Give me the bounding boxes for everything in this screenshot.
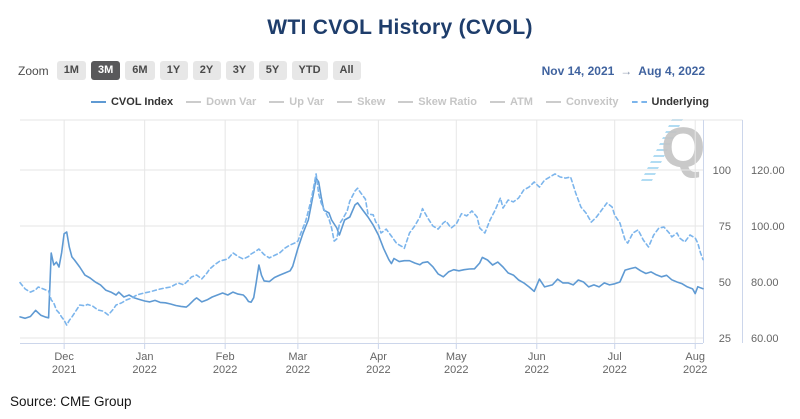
zoom-button-1y[interactable]: 1Y (159, 61, 188, 80)
x-tick-label-month: May (446, 351, 467, 363)
legend-marker-line-icon (489, 101, 505, 103)
zoom-label: Zoom (18, 63, 49, 78)
legend-label: Convexity (565, 96, 619, 108)
x-tick-label-year: 2022 (366, 364, 390, 376)
legend-item-convexity[interactable]: Convexity (545, 96, 619, 108)
legend-label: Skew (357, 96, 386, 108)
legend-marker-line-icon (398, 101, 414, 103)
x-tick-label-month: Mar (288, 351, 307, 363)
legend-marker-dashed-line-icon (631, 101, 647, 103)
legend-marker-line-icon (186, 101, 202, 103)
page-title: WTI CVOL History (CVOL) (267, 16, 533, 39)
x-tick-label-year: 2022 (525, 364, 549, 376)
date-to-input[interactable]: Aug 4, 2022 (638, 64, 705, 78)
legend-item-skew-ratio[interactable]: Skew Ratio (398, 96, 477, 108)
quikstrike-q-logo: Q (661, 116, 706, 180)
x-tick-label-month: Jun (528, 351, 546, 363)
zoom-button-6m[interactable]: 6M (125, 61, 155, 80)
quikstrike-watermark: Q (641, 116, 706, 184)
cvol-axis-tick-label: 75 (719, 221, 731, 233)
x-tick-label-month: Jan (136, 351, 154, 363)
zoom-buttons-group: 1M 3M 6M 1Y 2Y 3Y 5Y YTD All (56, 61, 361, 80)
cvol-index-line[interactable] (19, 177, 704, 320)
zoom-button-ytd[interactable]: YTD (291, 61, 328, 80)
date-range-arrow-icon: → (620, 64, 633, 78)
cvol-axis-tick-label: 50 (719, 277, 731, 289)
legend-label: Underlying (651, 96, 709, 108)
x-tick-label-month: Aug (685, 351, 705, 363)
x-tick-label-year: 2022 (213, 364, 237, 376)
cvol-axis-tick-label: 100 (713, 165, 731, 177)
x-tick-label-year: 2022 (132, 364, 156, 376)
zoom-button-all[interactable]: All (332, 61, 361, 80)
legend-label: ATM (509, 96, 533, 108)
legend-item-up-var[interactable]: Up Var (269, 96, 324, 108)
legend-item-atm[interactable]: ATM (489, 96, 533, 108)
x-tick-label-month: Feb (216, 351, 235, 363)
source-attribution: Source: CME Group (10, 394, 132, 409)
legend-label: CVOL Index (110, 96, 174, 108)
x-tick-label-year: 2022 (602, 364, 626, 376)
date-from-input[interactable]: Nov 14, 2021 (541, 64, 615, 78)
legend-item-down-var[interactable]: Down Var (186, 96, 256, 108)
x-tick-label-year: 2022 (286, 364, 310, 376)
legend-item-cvol-index[interactable]: CVOL Index (90, 96, 174, 108)
underlying-line[interactable] (19, 173, 704, 326)
x-tick-label-month: Dec (54, 351, 74, 363)
legend-item-skew[interactable]: Skew (337, 96, 385, 108)
legend-marker-line-icon (90, 101, 106, 103)
zoom-button-5y[interactable]: 5Y (258, 61, 287, 80)
range-selector-toolbar: Zoom 1M 3M 6M 1Y 2Y 3Y 5Y YTD All (18, 61, 361, 80)
x-tick-label-month: Jul (608, 351, 622, 363)
price-axis-tick-label: 120.00 (751, 165, 785, 177)
zoom-button-1m[interactable]: 1M (56, 61, 86, 80)
legend-label: Up Var (289, 96, 325, 108)
legend-label: Down Var (206, 96, 257, 108)
x-tick-label-year: 2022 (683, 364, 707, 376)
price-axis-tick-label: 80.00 (751, 277, 779, 289)
x-tick-label-month: Apr (370, 351, 387, 363)
x-tick-label-year: 2022 (444, 364, 468, 376)
legend-label: Skew Ratio (418, 96, 477, 108)
x-tick-label-year: 2021 (52, 364, 76, 376)
legend-marker-line-icon (337, 101, 353, 103)
zoom-button-3m[interactable]: 3M (90, 61, 121, 80)
legend-marker-line-icon (269, 101, 285, 103)
zoom-button-2y[interactable]: 2Y (192, 61, 221, 80)
price-axis-tick-label: 60.00 (751, 333, 779, 345)
zoom-button-3y[interactable]: 3Y (225, 61, 254, 80)
legend-marker-line-icon (545, 101, 561, 103)
chart-legend: CVOL Index Down Var Up Var Skew Skew Ratio AT… (0, 96, 800, 108)
cvol-axis-tick-label: 25 (719, 333, 731, 345)
price-axis-tick-label: 100.00 (751, 221, 785, 233)
legend-item-underlying[interactable]: Underlying (631, 96, 709, 108)
date-range: Nov 14, 2021 → Aug 4, 2022 (542, 64, 705, 78)
